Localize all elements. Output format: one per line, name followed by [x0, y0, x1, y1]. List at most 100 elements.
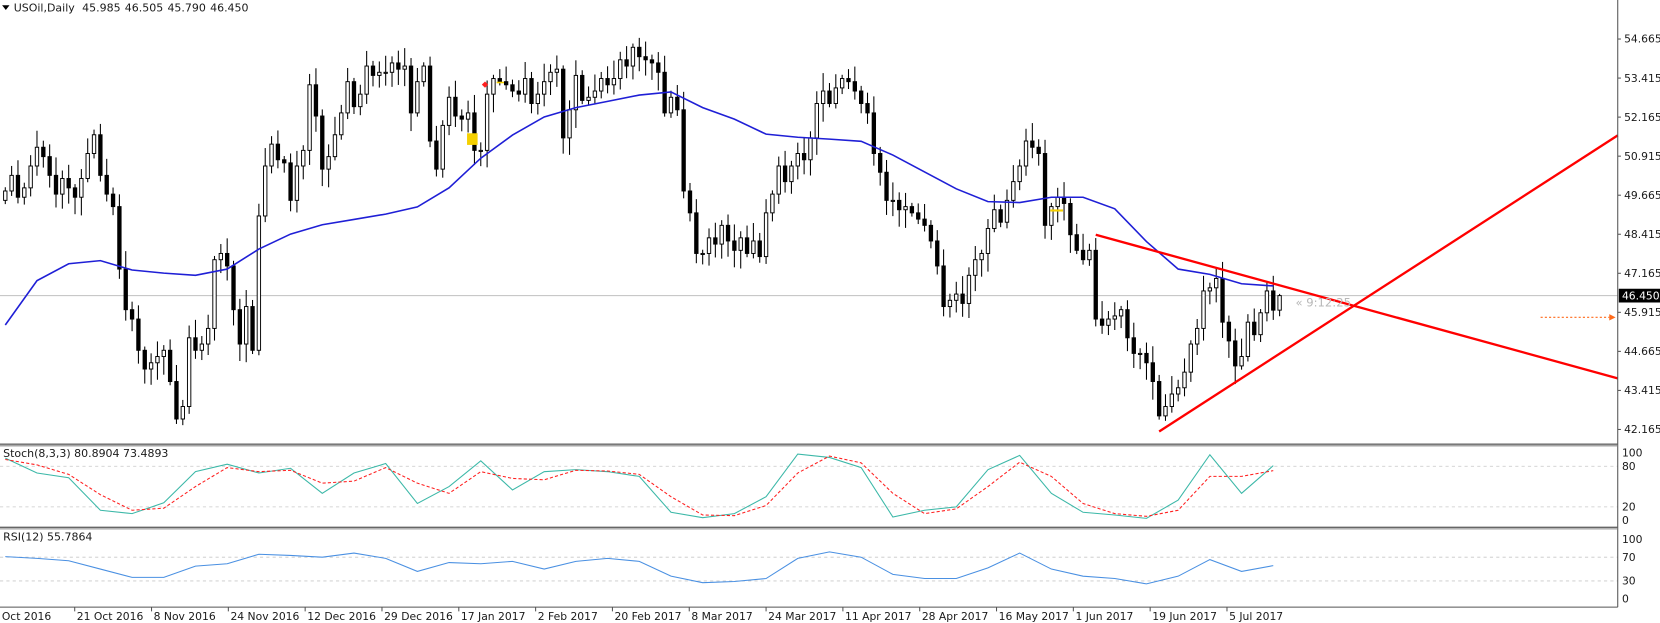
candle	[161, 345, 166, 375]
candle	[218, 244, 224, 274]
candle	[1245, 314, 1251, 362]
candle-body-bearish	[1030, 140, 1035, 148]
candle-body-bearish	[744, 237, 750, 254]
candle-body-bearish	[370, 65, 376, 76]
candle-body-bullish	[28, 165, 33, 189]
trendline[interactable]	[1095, 233, 1619, 380]
candle-body-bullish	[820, 90, 826, 105]
candle-body-bearish	[1099, 318, 1105, 326]
candle	[434, 125, 439, 177]
candle	[53, 157, 59, 208]
price-tick-label: 52.165	[1624, 111, 1660, 124]
candle-body-bearish	[871, 112, 877, 154]
candle-body-bearish	[878, 153, 883, 173]
rsi-line	[5, 551, 1274, 585]
date-tick-label: 8 Nov 2016	[154, 610, 216, 623]
candle-body-bullish	[770, 193, 775, 214]
candle	[199, 336, 204, 361]
candle-body-bullish	[180, 406, 185, 420]
candle-body-bullish	[1137, 352, 1143, 355]
candle	[351, 77, 357, 115]
candle	[1023, 128, 1029, 176]
candle	[1176, 379, 1181, 402]
candle-body-bearish	[846, 78, 851, 83]
date-tick-label: 1 Jun 2017	[1075, 610, 1133, 623]
candle-body-bullish	[421, 65, 426, 83]
candle	[535, 81, 541, 115]
date-tick-label: 12 Dec 2016	[307, 610, 376, 623]
candle-body-bullish	[814, 103, 819, 139]
stochastic-pane[interactable]	[0, 453, 1618, 519]
candle	[370, 60, 376, 87]
date-tick-label: 11 Apr 2017	[845, 610, 912, 623]
candle	[1011, 165, 1016, 208]
candle	[396, 50, 401, 85]
candle-body-bullish	[161, 349, 166, 358]
price-tick-label: 45.915	[1624, 306, 1660, 319]
candle-body-bearish	[136, 318, 141, 351]
rsi-pane[interactable]	[0, 551, 1618, 585]
candle	[605, 66, 610, 94]
price-tick-label: 50.915	[1624, 150, 1660, 163]
candle	[364, 50, 369, 104]
candle	[833, 74, 838, 109]
candle-body-bullish	[199, 343, 204, 351]
candle-body-bearish	[935, 240, 940, 267]
candle-body-bullish	[1245, 321, 1251, 358]
rsi-axis-label: 0	[1622, 592, 1629, 605]
candle	[529, 71, 534, 114]
candle	[1030, 123, 1035, 159]
candle	[947, 293, 953, 318]
candle-body-bearish	[1080, 249, 1086, 261]
triangle-down-icon[interactable]	[2, 5, 10, 11]
candle	[307, 73, 312, 165]
rsi-axis-label: 70	[1622, 551, 1636, 564]
candle	[1080, 233, 1086, 265]
candle-body-bearish	[110, 193, 116, 208]
candle-body-bullish	[263, 165, 268, 217]
candle-body-bearish	[916, 212, 921, 220]
candle-body-bearish	[1061, 196, 1067, 204]
candle	[1233, 328, 1238, 385]
candle-body-bearish	[1156, 381, 1162, 417]
candle	[694, 199, 699, 264]
candle	[1214, 267, 1219, 303]
candle-body-bullish	[535, 93, 541, 105]
price-pane[interactable]	[0, 37, 1619, 433]
candle	[256, 203, 262, 356]
candle-body-bearish	[41, 146, 46, 158]
price-tick-label: 44.665	[1624, 345, 1660, 358]
trendline[interactable]	[1158, 134, 1619, 433]
candle-body-bullish	[484, 93, 490, 151]
ohlc-high: 46.505	[125, 2, 163, 15]
candle-body-bullish	[269, 143, 274, 167]
candle	[3, 187, 8, 205]
candle-body-bearish	[909, 206, 915, 214]
candle	[1226, 315, 1232, 358]
candle	[22, 182, 27, 205]
candle-body-bearish	[129, 309, 135, 320]
candle	[440, 120, 445, 178]
candle-body-bullish	[1214, 277, 1219, 289]
candle	[79, 169, 84, 216]
candle	[320, 109, 325, 187]
candle-body-bullish	[1201, 290, 1206, 329]
candle	[909, 202, 915, 217]
candle-body-bearish	[98, 134, 103, 176]
candle-body-bullish	[979, 252, 984, 261]
candle	[288, 153, 293, 212]
symbol-label: USOil,Daily 45.985 46.505 45.790 46.450	[14, 2, 249, 15]
rsi-axis-label: 100	[1622, 533, 1643, 546]
candle-body-bullish	[668, 96, 674, 114]
candle	[459, 109, 464, 132]
candle-body-bullish	[1055, 196, 1060, 208]
candle	[928, 220, 934, 249]
candle	[1004, 189, 1010, 229]
candle	[465, 100, 471, 133]
candle-body-bearish	[732, 240, 737, 251]
candle-body-bearish	[1150, 362, 1155, 382]
candle-body-bearish	[681, 109, 686, 192]
candle	[630, 43, 636, 80]
candle	[408, 58, 414, 132]
